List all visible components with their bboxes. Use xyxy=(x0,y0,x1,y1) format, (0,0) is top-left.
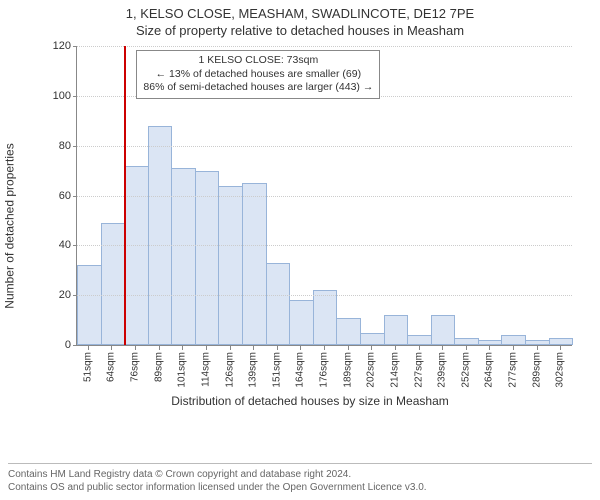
chart-subtitle: Size of property relative to detached ho… xyxy=(0,21,600,38)
x-tick-label: 214sqm xyxy=(389,352,400,388)
x-tick-label: 289sqm xyxy=(531,352,542,388)
histogram-bar xyxy=(336,318,361,345)
y-tick-label: 120 xyxy=(53,40,77,52)
footer-attribution: Contains HM Land Registry data © Crown c… xyxy=(8,463,592,494)
x-axis-title: Distribution of detached houses by size … xyxy=(40,394,580,408)
x-tick-label: 227sqm xyxy=(413,352,424,388)
annotation-box: 1 KELSO CLOSE: 73sqm ← 13% of detached h… xyxy=(136,50,380,99)
histogram-bar xyxy=(289,300,314,345)
x-tick-label: 101sqm xyxy=(177,352,188,388)
plot-area: 1 KELSO CLOSE: 73sqm ← 13% of detached h… xyxy=(76,46,572,346)
gridline xyxy=(77,196,572,197)
y-tick-label: 100 xyxy=(53,90,77,102)
x-tick-label: 202sqm xyxy=(366,352,377,388)
chart-container: 1 KELSO CLOSE: 73sqm ← 13% of detached h… xyxy=(40,46,580,406)
x-tick-label: 176sqm xyxy=(319,352,330,388)
x-tick-label: 126sqm xyxy=(224,352,235,388)
histogram-bar xyxy=(195,171,220,345)
histogram-bar xyxy=(242,183,267,345)
x-tick-label: 151sqm xyxy=(271,352,282,388)
x-tick-label: 164sqm xyxy=(295,352,306,388)
x-tick-label: 252sqm xyxy=(460,352,471,388)
x-tick-label: 89sqm xyxy=(153,352,164,382)
gridline xyxy=(77,245,572,246)
x-tick-label: 277sqm xyxy=(508,352,519,388)
histogram-bar xyxy=(501,335,526,345)
x-tick-label: 139sqm xyxy=(248,352,259,388)
annotation-line3: 86% of semi-detached houses are larger (… xyxy=(143,81,373,95)
x-tick-label: 302sqm xyxy=(555,352,566,388)
x-tick-label: 239sqm xyxy=(437,352,448,388)
y-tick-label: 20 xyxy=(59,289,77,301)
histogram-bar xyxy=(101,223,126,345)
histogram-bar xyxy=(478,340,503,345)
y-tick-label: 40 xyxy=(59,239,77,251)
gridline xyxy=(77,295,572,296)
annotation-line1: 1 KELSO CLOSE: 73sqm xyxy=(143,54,373,68)
histogram-bar xyxy=(313,290,338,345)
histogram-bar xyxy=(77,265,102,345)
y-tick-label: 80 xyxy=(59,140,77,152)
y-tick-label: 60 xyxy=(59,190,77,202)
histogram-bar xyxy=(360,333,385,345)
histogram-bar xyxy=(549,338,574,345)
histogram-bar xyxy=(124,166,149,345)
histogram-bar xyxy=(407,335,432,345)
histogram-bar xyxy=(266,263,291,345)
reference-marker-line xyxy=(124,46,126,345)
gridline xyxy=(77,46,572,47)
x-tick-label: 64sqm xyxy=(106,352,117,382)
x-tick-label: 76sqm xyxy=(130,352,141,382)
histogram-bar xyxy=(148,126,173,345)
histogram-bar xyxy=(431,315,456,345)
annotation-line2: ← 13% of detached houses are smaller (69… xyxy=(143,68,373,82)
chart-address-title: 1, KELSO CLOSE, MEASHAM, SWADLINCOTE, DE… xyxy=(0,0,600,21)
histogram-bar xyxy=(384,315,409,345)
histogram-bar xyxy=(218,186,243,345)
x-tick-label: 189sqm xyxy=(342,352,353,388)
x-tick-label: 114sqm xyxy=(200,352,211,387)
x-tick-label: 264sqm xyxy=(484,352,495,388)
histogram-bar xyxy=(454,338,479,345)
histogram-bar xyxy=(525,340,550,345)
footer-line2: Contains OS and public sector informatio… xyxy=(8,481,592,494)
y-axis-label: Number of detached properties xyxy=(2,46,18,406)
x-tick-label: 51sqm xyxy=(82,352,93,382)
footer-line1: Contains HM Land Registry data © Crown c… xyxy=(8,468,592,481)
gridline xyxy=(77,146,572,147)
